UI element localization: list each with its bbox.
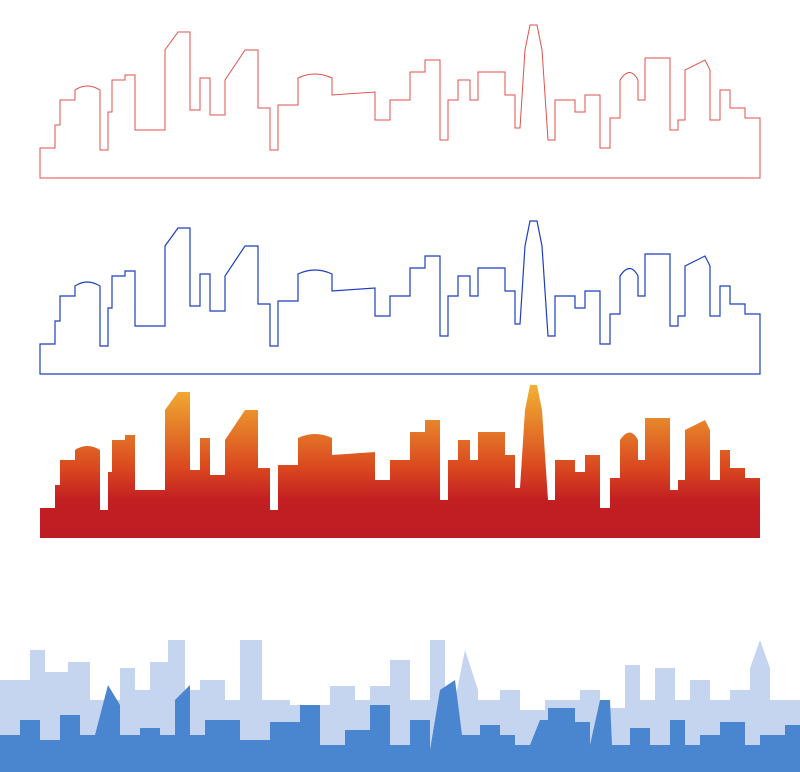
blue-skyline-layer <box>0 680 800 772</box>
blue-outline-skyline <box>39 220 761 375</box>
gradient-filled-skyline <box>40 385 760 538</box>
red-outline-skyline <box>39 24 761 179</box>
